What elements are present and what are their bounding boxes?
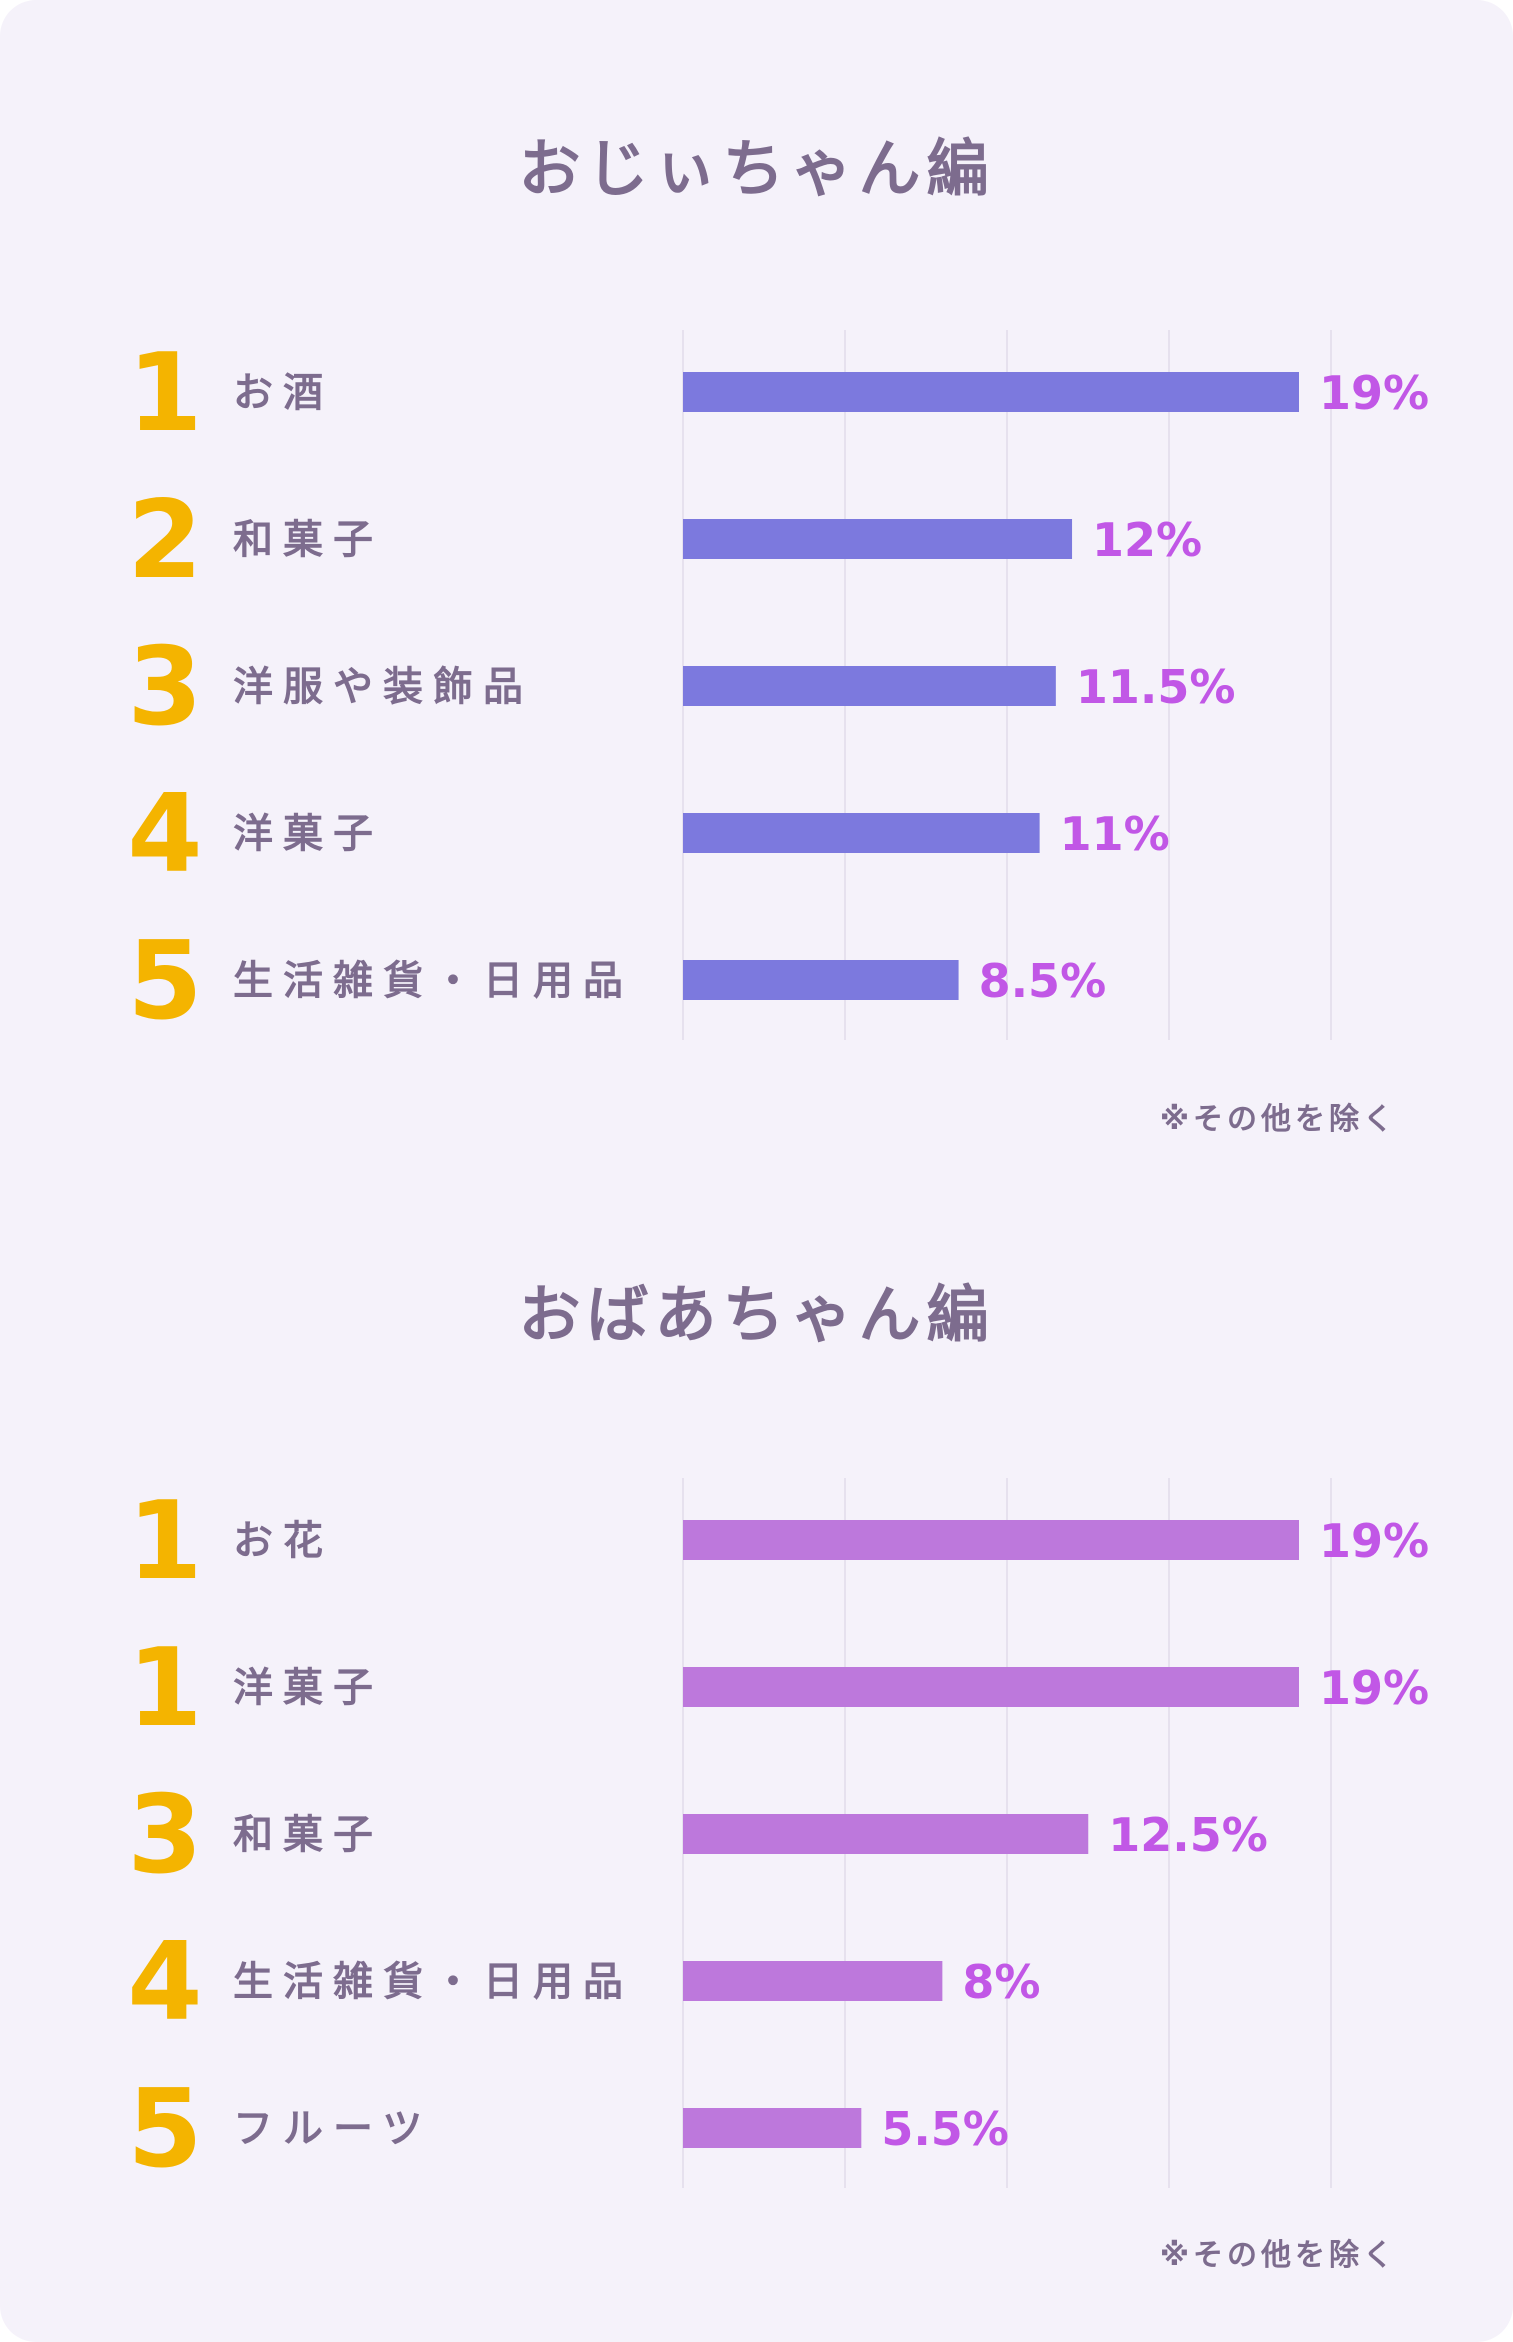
grandma-bar xyxy=(683,1961,943,2001)
grandpa-rank-number: 4 xyxy=(127,772,202,897)
grandma-category-label: フルーツ xyxy=(233,2106,432,2152)
grandma-rank-number: 1 xyxy=(127,1626,202,1751)
grandpa-category-label: 生活雑貨・日用品 xyxy=(233,958,633,1004)
grandpa-category-label: 洋菓子 xyxy=(233,811,383,857)
grandpa-bar xyxy=(683,519,1073,559)
grandpa-value-label: 11.5% xyxy=(1076,660,1236,714)
grandma-category-label: 生活雑貨・日用品 xyxy=(233,1959,633,2005)
grandpa-category-label: お酒 xyxy=(233,370,333,416)
grandma-value-label: 19% xyxy=(1319,1514,1429,1568)
grandma-bar xyxy=(683,2108,862,2148)
grandma-category-label: お花 xyxy=(233,1518,333,1564)
grandpa-value-label: 12% xyxy=(1092,513,1202,567)
grandpa-rank-number: 3 xyxy=(127,625,202,750)
grandma-value-label: 19% xyxy=(1319,1661,1429,1715)
grandpa-bar xyxy=(683,372,1299,412)
grandpa-bar xyxy=(683,666,1056,706)
grandma-rank-number: 5 xyxy=(127,2067,202,2192)
grandma-rank-number: 4 xyxy=(127,1920,202,2045)
grandma-value-label: 8% xyxy=(962,1955,1040,2009)
grandma-rank-number: 3 xyxy=(127,1773,202,1898)
grandma-bar xyxy=(683,1814,1089,1854)
grandma-bar xyxy=(683,1520,1299,1560)
chart-title-grandpa: おじぃちゃん編 xyxy=(518,132,995,205)
grandma-rank-number: 1 xyxy=(127,1479,202,1604)
grandpa-rank-number: 2 xyxy=(127,478,202,603)
grandpa-value-label: 8.5% xyxy=(979,954,1107,1008)
grandma-bar xyxy=(683,1667,1299,1707)
grandpa-value-label: 11% xyxy=(1060,807,1170,861)
chart-grandpa: 1 お酒 19% 2 和菓子 12% 3 洋服や装飾品 11.5% 4 洋菓子 11% 5 生活雑貨・日用… xyxy=(0,330,1513,1050)
grandpa-rank-number: 5 xyxy=(127,919,202,1044)
note-grandma: ※その他を除く xyxy=(1159,2238,1397,2273)
note-grandpa: ※その他を除く xyxy=(1159,1102,1397,1137)
grandma-category-label: 洋菓子 xyxy=(233,1665,383,1711)
chart-grandma-svg: 1 お花 19% 1 洋菓子 19% 3 和菓子 12.5% 4 生活雑貨・日用品 8% 5 フルーツ 5.… xyxy=(127,1478,1429,2192)
grandpa-value-label: 19% xyxy=(1319,366,1429,420)
grandpa-bar xyxy=(683,960,959,1000)
grandpa-category-label: 和菓子 xyxy=(233,517,383,563)
grandma-value-label: 5.5% xyxy=(881,2102,1009,2156)
grandpa-rank-number: 1 xyxy=(127,331,202,456)
grandpa-category-label: 洋服や装飾品 xyxy=(233,664,533,710)
chart-grandpa-svg: 1 お酒 19% 2 和菓子 12% 3 洋服や装飾品 11.5% 4 洋菓子 11% 5 生活雑貨・日用… xyxy=(127,330,1429,1044)
chart-title-grandma: おばあちゃん編 xyxy=(518,1278,995,1351)
grandma-category-label: 和菓子 xyxy=(233,1812,383,1858)
chart-grandma: 1 お花 19% 1 洋菓子 19% 3 和菓子 12.5% 4 生活雑貨・日用品 8% 5 フルーツ 5.… xyxy=(0,1478,1513,2198)
grandma-value-label: 12.5% xyxy=(1108,1808,1268,1862)
grandpa-bar xyxy=(683,813,1040,853)
